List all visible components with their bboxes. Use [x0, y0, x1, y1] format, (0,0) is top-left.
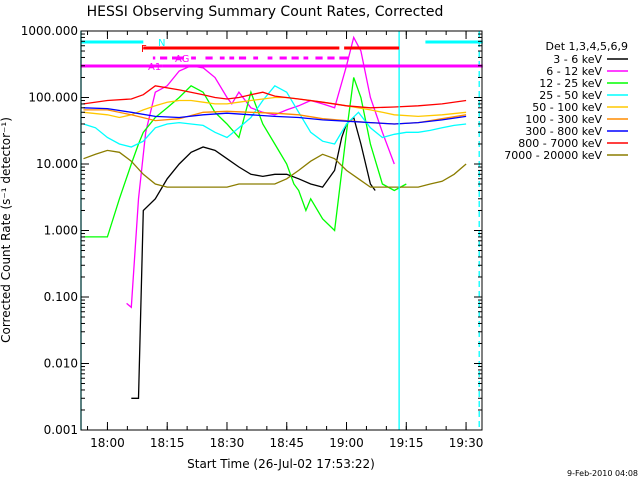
plot-frame	[80, 30, 483, 431]
y-tick-label-2: 0.010	[44, 357, 78, 371]
y-tick-label-5: 10.000	[36, 157, 78, 171]
legend-title: Det 1,3,4,5,6,9	[545, 40, 628, 53]
flag-label-a1: A1	[148, 62, 161, 73]
x-tick-label-3: 18:30	[210, 436, 245, 450]
legend-label-3-6-kev: 3 - 6 keV	[553, 53, 602, 66]
legend-label-25-50-kev: 25 - 50 keV	[539, 89, 602, 102]
axes-layer: 0.001 0.010 0.100 1.000 10.000 100.000 1000.00…	[21, 24, 484, 450]
flag-label-ag: AG	[175, 54, 189, 65]
y-tick-label-6: 100.000	[28, 91, 78, 105]
flag-label-n: N	[158, 38, 165, 49]
y-tick-label-7: 1000.000	[21, 24, 78, 38]
legend-label-100-300-kev: 100 - 300 keV	[525, 113, 602, 126]
x-tick-label-4: 18:45	[269, 436, 304, 450]
legend-label-300-800-kev: 300 - 800 keV	[525, 125, 602, 138]
flag-label-f: F	[141, 44, 147, 55]
x-tick-label-6: 19:15	[389, 436, 424, 450]
series-line-50-100-kev	[83, 96, 467, 119]
y-tick-label-3: 0.100	[44, 290, 78, 304]
legend-label-50-100-kev: 50 - 100 keV	[532, 101, 602, 114]
chart-title: HESSI Observing Summary Count Rates, Cor…	[87, 4, 444, 20]
y-axis-label: Corrected Count Rate (s⁻¹ detector⁻¹)	[0, 117, 13, 343]
series-line-3-6-kev	[131, 116, 376, 399]
timestamp: 9-Feb-2010 04:08	[567, 469, 638, 478]
vertical-markers-layer	[80, 31, 480, 430]
x-tick-label-7: 19:30	[449, 436, 484, 450]
series-line-300-800-kev	[83, 107, 467, 125]
series-line-25-50-kev	[83, 84, 467, 148]
legend-label-6-12-kev: 6 - 12 keV	[546, 65, 602, 78]
legend-label-7000-20000-kev: 7000 - 20000 keV	[504, 149, 602, 162]
x-tick-label-1: 18:00	[90, 436, 125, 450]
x-tick-label-5: 19:00	[329, 436, 364, 450]
y-tick-label-4: 1.000	[44, 224, 78, 238]
y-tick-label-1: 0.001	[44, 423, 78, 437]
legend-label-12-25-kev: 12 - 25 keV	[539, 77, 602, 90]
series-line-800-7000-kev	[83, 85, 467, 109]
series-line-7000-20000-kev	[83, 149, 467, 188]
legend-label-800-7000-kev: 800 - 7000 keV	[518, 137, 602, 150]
flag-bars-layer: NF AG A1	[81, 38, 483, 73]
series-layer	[83, 35, 467, 399]
x-tick-label-2: 18:15	[150, 436, 185, 450]
x-axis-label: Start Time (26-Jul-02 17:53:22)	[187, 457, 375, 471]
